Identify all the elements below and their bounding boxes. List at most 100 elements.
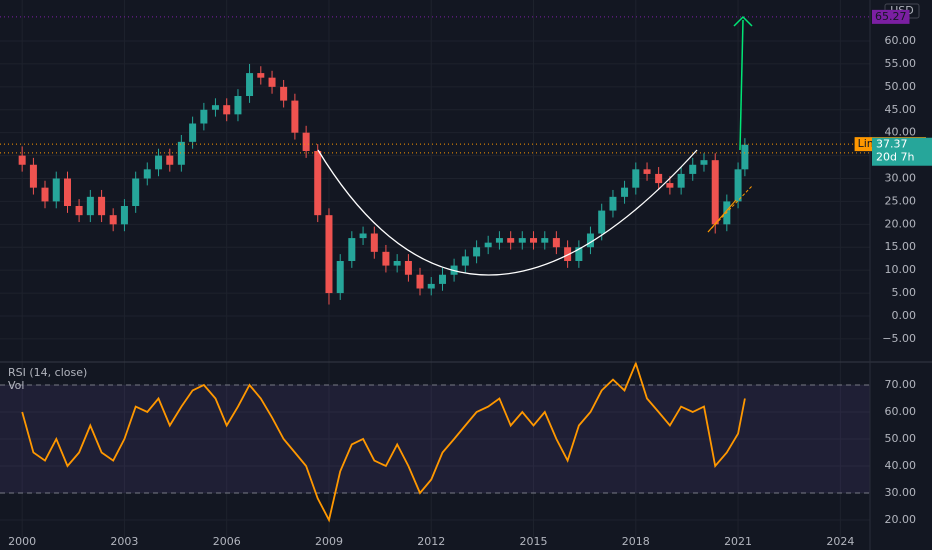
candle-body [98, 196, 106, 216]
candle-body [370, 233, 378, 252]
price-line-label: 65.27 [875, 10, 907, 23]
candle-body [530, 238, 538, 243]
price-axis: −5.000.005.0010.0015.0020.0025.0030.0035… [8, 9, 932, 548]
candle-body [302, 132, 310, 152]
candle-body [609, 196, 617, 211]
y-tick-label: 10.00 [885, 263, 917, 276]
price-line-box [872, 9, 910, 24]
candle-body [655, 173, 663, 184]
y-tick-label: 0.00 [892, 309, 917, 322]
candle-body [552, 238, 560, 248]
x-tick-label: 2006 [213, 535, 241, 548]
candle-body [41, 187, 49, 202]
rsi-title: RSI (14, close) [8, 366, 87, 379]
x-tick-label: 2021 [724, 535, 752, 548]
x-tick-label: 2024 [826, 535, 854, 548]
candle-body [257, 73, 265, 78]
x-tick-label: 2003 [110, 535, 138, 548]
candle-body [109, 215, 117, 225]
y-tick-label: 15.00 [885, 240, 917, 253]
candle-body [52, 178, 60, 202]
candle-body [280, 86, 288, 101]
y-tick-label: 5.00 [892, 286, 917, 299]
y-tick-label: 60.00 [885, 405, 917, 418]
candle-body [621, 187, 629, 197]
candle-body [518, 238, 526, 243]
y-tick-label: 20.00 [885, 217, 917, 230]
candle-body [86, 196, 94, 216]
candle-body [507, 238, 515, 243]
target-arrow [739, 19, 744, 151]
marks [0, 16, 870, 523]
candle-body [177, 141, 185, 165]
candle-body [439, 274, 446, 284]
candle-body [18, 155, 26, 165]
candle-body [495, 238, 503, 243]
grid [0, 0, 870, 537]
rsi-line [21, 360, 746, 523]
rsi-band [0, 384, 870, 493]
y-tick-label: 60.00 [885, 34, 917, 47]
candle-body [677, 173, 685, 188]
candle-body [348, 238, 356, 261]
candle-body [291, 100, 299, 133]
candle-body [200, 109, 208, 124]
candle-body [473, 247, 481, 257]
y-tick-label: 40.00 [885, 459, 917, 472]
y-tick-label: 70.00 [885, 378, 917, 391]
candle-body [393, 260, 401, 266]
x-tick-label: 2015 [520, 535, 548, 548]
candle-body [155, 155, 163, 170]
arrow-head [733, 15, 753, 27]
candle-body [541, 238, 549, 243]
last-price-box [872, 137, 932, 166]
y-tick-label: 45.00 [885, 103, 917, 116]
candle-body [404, 260, 412, 275]
candle-body [427, 283, 435, 289]
candle-body [336, 260, 344, 294]
vol-label: Vol [8, 379, 24, 392]
y-tick-label: 20.00 [885, 513, 917, 526]
candle-body [75, 205, 83, 216]
y-tick-label: −5.00 [882, 332, 916, 345]
candle-body [64, 178, 71, 206]
y-tick-label: 25.00 [885, 194, 917, 207]
candle-body [189, 123, 197, 142]
candle-body [211, 105, 219, 110]
candle-body [143, 169, 151, 179]
candle-body [689, 164, 697, 174]
candle-body [586, 233, 594, 248]
countdown: 20d 7h [876, 151, 914, 164]
candle-body [741, 144, 749, 170]
candle-body [314, 151, 322, 216]
y-tick-label: 50.00 [885, 80, 917, 93]
candle-body [416, 274, 424, 289]
last-price: 37.37 [876, 138, 908, 151]
y-tick-label: 40.00 [885, 126, 917, 139]
candle-body [29, 164, 37, 188]
candle-body [700, 160, 708, 165]
x-tick-label: 2012 [417, 535, 445, 548]
y-tick-label: 50.00 [885, 432, 917, 445]
candle-body [223, 105, 231, 115]
cup-drawing [317, 149, 698, 276]
y-tick-label: 55.00 [885, 57, 917, 70]
candle-body [575, 247, 583, 261]
candle-body [246, 73, 254, 97]
candle-body [564, 247, 572, 261]
candle-body [734, 169, 742, 202]
candle-body [484, 242, 492, 248]
candle-body [643, 169, 651, 174]
candle-body [166, 155, 174, 165]
candle-body [234, 96, 242, 115]
candle-body [598, 210, 606, 234]
y-tick-label: 30.00 [885, 486, 917, 499]
x-tick-label: 2018 [622, 535, 650, 548]
candle-body [325, 215, 333, 294]
candle-body [666, 183, 674, 188]
pennant-line [707, 199, 737, 233]
candle-body [711, 160, 719, 225]
y-tick-label: 30.00 [885, 172, 917, 185]
